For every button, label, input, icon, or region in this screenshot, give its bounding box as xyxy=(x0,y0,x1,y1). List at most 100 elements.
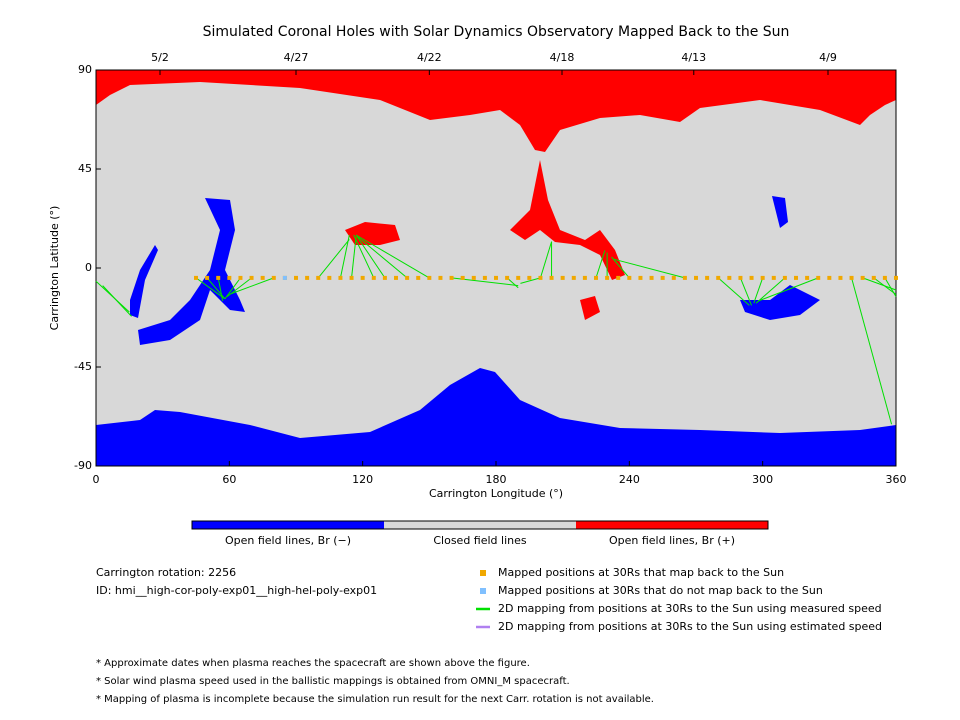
mapped-position xyxy=(805,275,810,280)
y-tick-label: 90 xyxy=(78,63,92,76)
top-tick-label: 4/9 xyxy=(819,51,837,64)
mapped-position xyxy=(227,275,232,280)
mapping-line xyxy=(102,285,132,317)
y-axis-label: Carrington Latitude (°) xyxy=(48,206,61,331)
mapping-line xyxy=(353,234,375,279)
blue-hole xyxy=(772,196,788,228)
legend-label: 2D mapping from positions at 30Rs to the… xyxy=(498,620,882,633)
mapped-position xyxy=(849,275,854,280)
legend-label: 2D mapping from positions at 30Rs to the… xyxy=(498,602,882,615)
x-axis-label: Carrington Longitude (°) xyxy=(429,487,563,500)
mapped-position xyxy=(627,275,632,280)
mapped-position xyxy=(494,275,498,280)
mapped-position xyxy=(816,275,821,280)
info-text: ID: hmi__high-cor-poly-exp01__high-hel-p… xyxy=(96,584,377,597)
mapping-line xyxy=(217,277,224,302)
mapped-position xyxy=(305,275,310,280)
mapped-position xyxy=(216,275,221,280)
x-tick-label: 180 xyxy=(486,473,507,486)
info-text: Carrington rotation: 2256 xyxy=(96,566,236,579)
mapped-position xyxy=(682,275,687,280)
mapped-position xyxy=(394,275,398,280)
mapped-position xyxy=(349,275,354,280)
mapped-position xyxy=(549,275,554,280)
mapped-position xyxy=(460,275,465,280)
top-tick-label: 4/27 xyxy=(284,51,309,64)
south-hole xyxy=(96,368,896,466)
mapping-line xyxy=(229,277,274,295)
colorbar-frame xyxy=(191,520,769,530)
mapping-line xyxy=(851,277,893,425)
mapping-line xyxy=(717,277,750,306)
mapped-position xyxy=(882,275,887,280)
mapped-position xyxy=(249,275,254,280)
mapping-line xyxy=(613,258,686,279)
mapped-position xyxy=(271,275,276,280)
mapped-position xyxy=(238,275,243,280)
mapping-line xyxy=(317,239,350,279)
mapping-line xyxy=(195,277,226,300)
x-tick-label: 60 xyxy=(222,473,236,486)
mapped-position xyxy=(405,275,410,280)
colorbar: Open field lines, Br (−) Closed field lin… xyxy=(191,520,769,547)
mapped-position xyxy=(438,275,443,280)
top-tick-label: 4/18 xyxy=(550,51,575,64)
mapped-position xyxy=(194,275,198,280)
chart-title: Simulated Coronal Holes with Solar Dynam… xyxy=(203,24,790,40)
legend-label: Mapped positions at 30Rs that map back t… xyxy=(498,566,784,579)
y-tick-label: -45 xyxy=(74,360,92,373)
colorbar-label: Open field lines, Br (−) xyxy=(225,534,351,547)
mapping-line xyxy=(520,277,541,284)
mapped-position xyxy=(471,275,476,280)
mapped-position xyxy=(871,275,876,280)
mapping-line xyxy=(873,277,897,295)
mapping-line xyxy=(739,277,753,306)
mapped-position xyxy=(660,275,665,280)
mapped-position xyxy=(582,275,587,280)
mapped-position xyxy=(449,275,454,280)
red-patch xyxy=(580,296,600,320)
mapped-position xyxy=(360,275,365,280)
legend-marker xyxy=(480,570,486,576)
mapped-position xyxy=(760,275,765,280)
top-tick-label: 4/13 xyxy=(681,51,706,64)
mapped-position xyxy=(827,275,832,280)
x-tick-label: 120 xyxy=(352,473,373,486)
mapping-line xyxy=(758,277,819,302)
mapped-position xyxy=(649,275,654,280)
mapped-position xyxy=(338,275,343,280)
y-tick-label: 45 xyxy=(78,162,92,175)
mapped-position xyxy=(594,275,598,280)
mapped-position xyxy=(516,275,521,280)
mapping-line xyxy=(339,234,350,279)
mapped-position xyxy=(671,275,676,280)
mapping-line xyxy=(595,250,606,279)
red-lobe xyxy=(510,160,625,280)
colorbar-label: Open field lines, Br (+) xyxy=(609,534,735,547)
note: * Solar wind plasma speed used in the ba… xyxy=(96,676,570,687)
x-tick-label: 300 xyxy=(752,473,773,486)
legend-marker xyxy=(480,588,486,594)
mapped-position xyxy=(771,275,776,280)
mapping-line xyxy=(355,234,430,279)
top-tick-label: 5/2 xyxy=(151,51,169,64)
mapping-line xyxy=(355,234,386,279)
mapped-position xyxy=(749,275,754,280)
mapped-position xyxy=(782,275,787,280)
blue-hole xyxy=(740,285,820,320)
mapping-line xyxy=(539,241,553,279)
mapped-position xyxy=(738,275,743,280)
mapping-line xyxy=(611,256,630,279)
mapped-position xyxy=(705,275,710,280)
mapped-position xyxy=(571,275,576,280)
mapped-position xyxy=(560,275,565,280)
closed-region xyxy=(96,82,896,466)
mapped-position xyxy=(316,275,321,280)
mapped-position xyxy=(505,275,510,280)
note: * Mapping of plasma is incomplete becaus… xyxy=(96,694,654,705)
mapped-position xyxy=(416,275,421,280)
mapped-position xyxy=(860,275,865,280)
mapped-position xyxy=(205,275,210,280)
mapped-position xyxy=(282,275,287,280)
